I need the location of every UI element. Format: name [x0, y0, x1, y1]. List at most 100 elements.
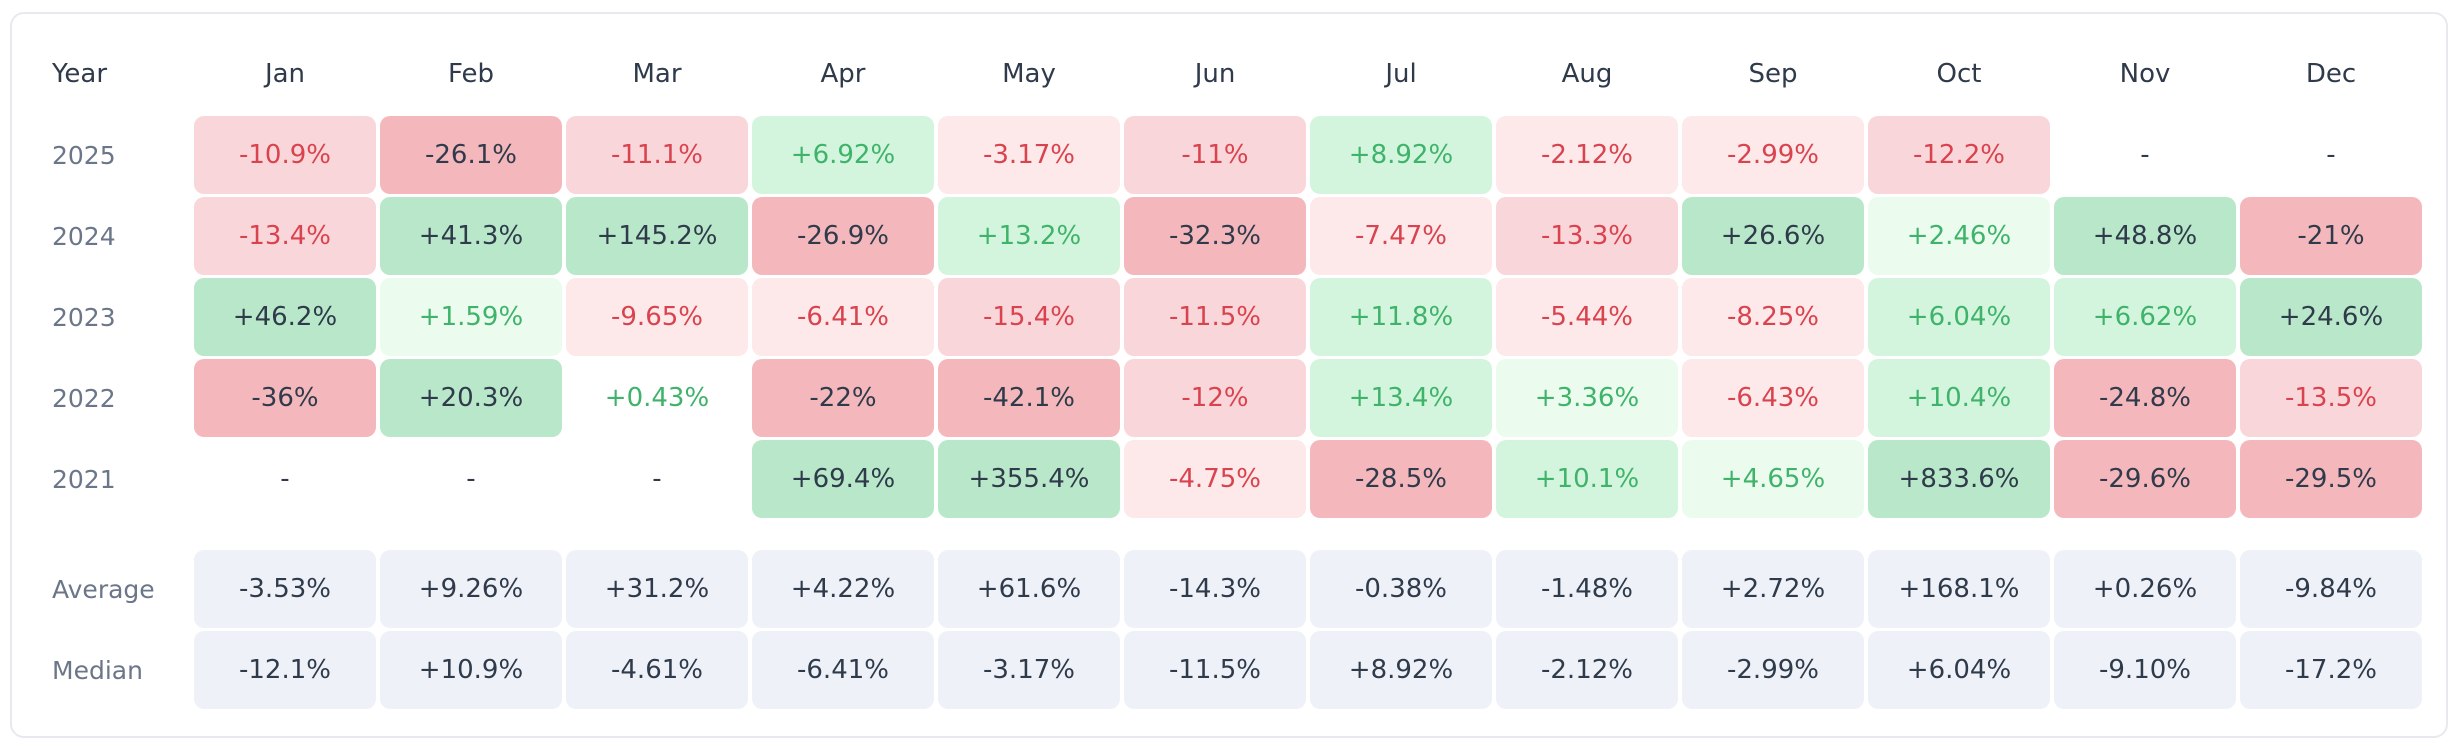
return-cell-2022-aug: +3.36% — [1496, 359, 1678, 437]
return-cell-2022-nov: -24.8% — [2054, 359, 2236, 437]
return-cell-2025-may: -3.17% — [938, 116, 1120, 194]
year-label-2025: 2025 — [52, 140, 116, 170]
return-cell-2021-aug: +10.1% — [1496, 440, 1678, 518]
summary-cell-median-sep: -2.99% — [1682, 631, 1864, 709]
month-header-feb: Feb — [447, 59, 495, 89]
return-cell-2025-jul: +8.92% — [1310, 116, 1492, 194]
return-cell-2023-jan: +46.2% — [194, 278, 376, 356]
return-cell-2025-sep: -2.99% — [1682, 116, 1864, 194]
return-cell-2022-jul: +13.4% — [1310, 359, 1492, 437]
return-cell-2021-jan: - — [280, 464, 290, 494]
return-cell-2021-sep: +4.65% — [1682, 440, 1864, 518]
month-header-jan: Jan — [264, 59, 306, 89]
return-cell-2022-apr: -22% — [752, 359, 934, 437]
return-cell-2023-apr: -6.41% — [752, 278, 934, 356]
summary-cell-median-nov: -9.10% — [2054, 631, 2236, 709]
month-header-oct: Oct — [1936, 59, 1982, 89]
return-cell-2021-mar: - — [652, 464, 662, 494]
year-label-2024: 2024 — [52, 221, 116, 251]
return-cell-2023-nov: +6.62% — [2054, 278, 2236, 356]
return-cell-2021-apr: +69.4% — [752, 440, 934, 518]
summary-cell-median-dec: -17.2% — [2240, 631, 2422, 709]
return-cell-2021-may: +355.4% — [938, 440, 1120, 518]
return-cell-2024-jun: -32.3% — [1124, 197, 1306, 275]
year-column-header: Year — [52, 59, 108, 89]
return-cell-2021-feb: - — [466, 464, 476, 494]
return-cell-2025-jan: -10.9% — [194, 116, 376, 194]
return-cell-2025-dec: - — [2326, 140, 2336, 170]
monthly-returns-card: Year Jan Feb Mar Apr May Jun Jul Aug Sep Oct Nov De… — [10, 12, 2448, 738]
month-header-nov: Nov — [2119, 59, 2171, 89]
return-cell-2024-jan: -13.4% — [194, 197, 376, 275]
return-cell-2022-dec: -13.5% — [2240, 359, 2422, 437]
summary-cell-average-feb: +9.26% — [380, 550, 562, 628]
month-header-apr: Apr — [820, 59, 866, 89]
return-cell-2024-feb: +41.3% — [380, 197, 562, 275]
summary-cell-average-apr: +4.22% — [752, 550, 934, 628]
summary-label-average: Average — [52, 574, 155, 604]
year-label-2021: 2021 — [52, 464, 116, 494]
return-cell-2025-feb: -26.1% — [380, 116, 562, 194]
return-cell-2023-aug: -5.44% — [1496, 278, 1678, 356]
summary-cell-median-apr: -6.41% — [752, 631, 934, 709]
month-header-jun: Jun — [1194, 59, 1236, 89]
summary-cell-median-oct: +6.04% — [1868, 631, 2050, 709]
return-cell-2021-jun: -4.75% — [1124, 440, 1306, 518]
return-cell-2023-dec: +24.6% — [2240, 278, 2422, 356]
month-header-aug: Aug — [1561, 59, 1613, 89]
return-cell-2021-jul: -28.5% — [1310, 440, 1492, 518]
year-label-2022: 2022 — [52, 383, 116, 413]
return-cell-2024-oct: +2.46% — [1868, 197, 2050, 275]
return-cell-2022-mar: +0.43% — [604, 383, 710, 413]
summary-cell-average-dec: -9.84% — [2240, 550, 2422, 628]
return-cell-2024-sep: +26.6% — [1682, 197, 1864, 275]
month-header-jul: Jul — [1385, 59, 1417, 89]
summary-cell-average-mar: +31.2% — [566, 550, 748, 628]
return-cell-2025-mar: -11.1% — [566, 116, 748, 194]
summary-label-median: Median — [52, 655, 143, 685]
summary-cell-average-jul: -0.38% — [1310, 550, 1492, 628]
summary-cell-median-jul: +8.92% — [1310, 631, 1492, 709]
summary-cell-average-aug: -1.48% — [1496, 550, 1678, 628]
summary-cell-average-may: +61.6% — [938, 550, 1120, 628]
summary-cell-median-mar: -4.61% — [566, 631, 748, 709]
summary-cell-median-jan: -12.1% — [194, 631, 376, 709]
return-cell-2022-sep: -6.43% — [1682, 359, 1864, 437]
month-header-may: May — [1002, 59, 1056, 89]
return-cell-2023-mar: -9.65% — [566, 278, 748, 356]
summary-cell-median-feb: +10.9% — [380, 631, 562, 709]
return-cell-2023-jun: -11.5% — [1124, 278, 1306, 356]
return-cell-2022-jun: -12% — [1124, 359, 1306, 437]
return-cell-2023-may: -15.4% — [938, 278, 1120, 356]
month-header-mar: Mar — [632, 59, 682, 89]
return-cell-2025-nov: - — [2140, 140, 2150, 170]
summary-cell-average-jun: -14.3% — [1124, 550, 1306, 628]
return-cell-2024-nov: +48.8% — [2054, 197, 2236, 275]
summary-cell-median-may: -3.17% — [938, 631, 1120, 709]
return-cell-2024-dec: -21% — [2240, 197, 2422, 275]
return-cell-2025-apr: +6.92% — [752, 116, 934, 194]
summary-cell-median-aug: -2.12% — [1496, 631, 1678, 709]
return-cell-2023-oct: +6.04% — [1868, 278, 2050, 356]
return-cell-2021-dec: -29.5% — [2240, 440, 2422, 518]
summary-cell-average-sep: +2.72% — [1682, 550, 1864, 628]
return-cell-2024-apr: -26.9% — [752, 197, 934, 275]
return-cell-2024-may: +13.2% — [938, 197, 1120, 275]
return-cell-2025-oct: -12.2% — [1868, 116, 2050, 194]
summary-cell-average-nov: +0.26% — [2054, 550, 2236, 628]
year-label-2023: 2023 — [52, 302, 116, 332]
return-cell-2025-aug: -2.12% — [1496, 116, 1678, 194]
return-cell-2022-jan: -36% — [194, 359, 376, 437]
return-cell-2024-jul: -7.47% — [1310, 197, 1492, 275]
summary-cell-average-oct: +168.1% — [1868, 550, 2050, 628]
return-cell-2024-aug: -13.3% — [1496, 197, 1678, 275]
summary-cell-average-jan: -3.53% — [194, 550, 376, 628]
return-cell-2023-sep: -8.25% — [1682, 278, 1864, 356]
month-header-dec: Dec — [2305, 59, 2357, 89]
return-cell-2021-nov: -29.6% — [2054, 440, 2236, 518]
return-cell-2024-mar: +145.2% — [566, 197, 748, 275]
return-cell-2022-oct: +10.4% — [1868, 359, 2050, 437]
return-cell-2023-jul: +11.8% — [1310, 278, 1492, 356]
return-cell-2022-feb: +20.3% — [380, 359, 562, 437]
return-cell-2022-may: -42.1% — [938, 359, 1120, 437]
